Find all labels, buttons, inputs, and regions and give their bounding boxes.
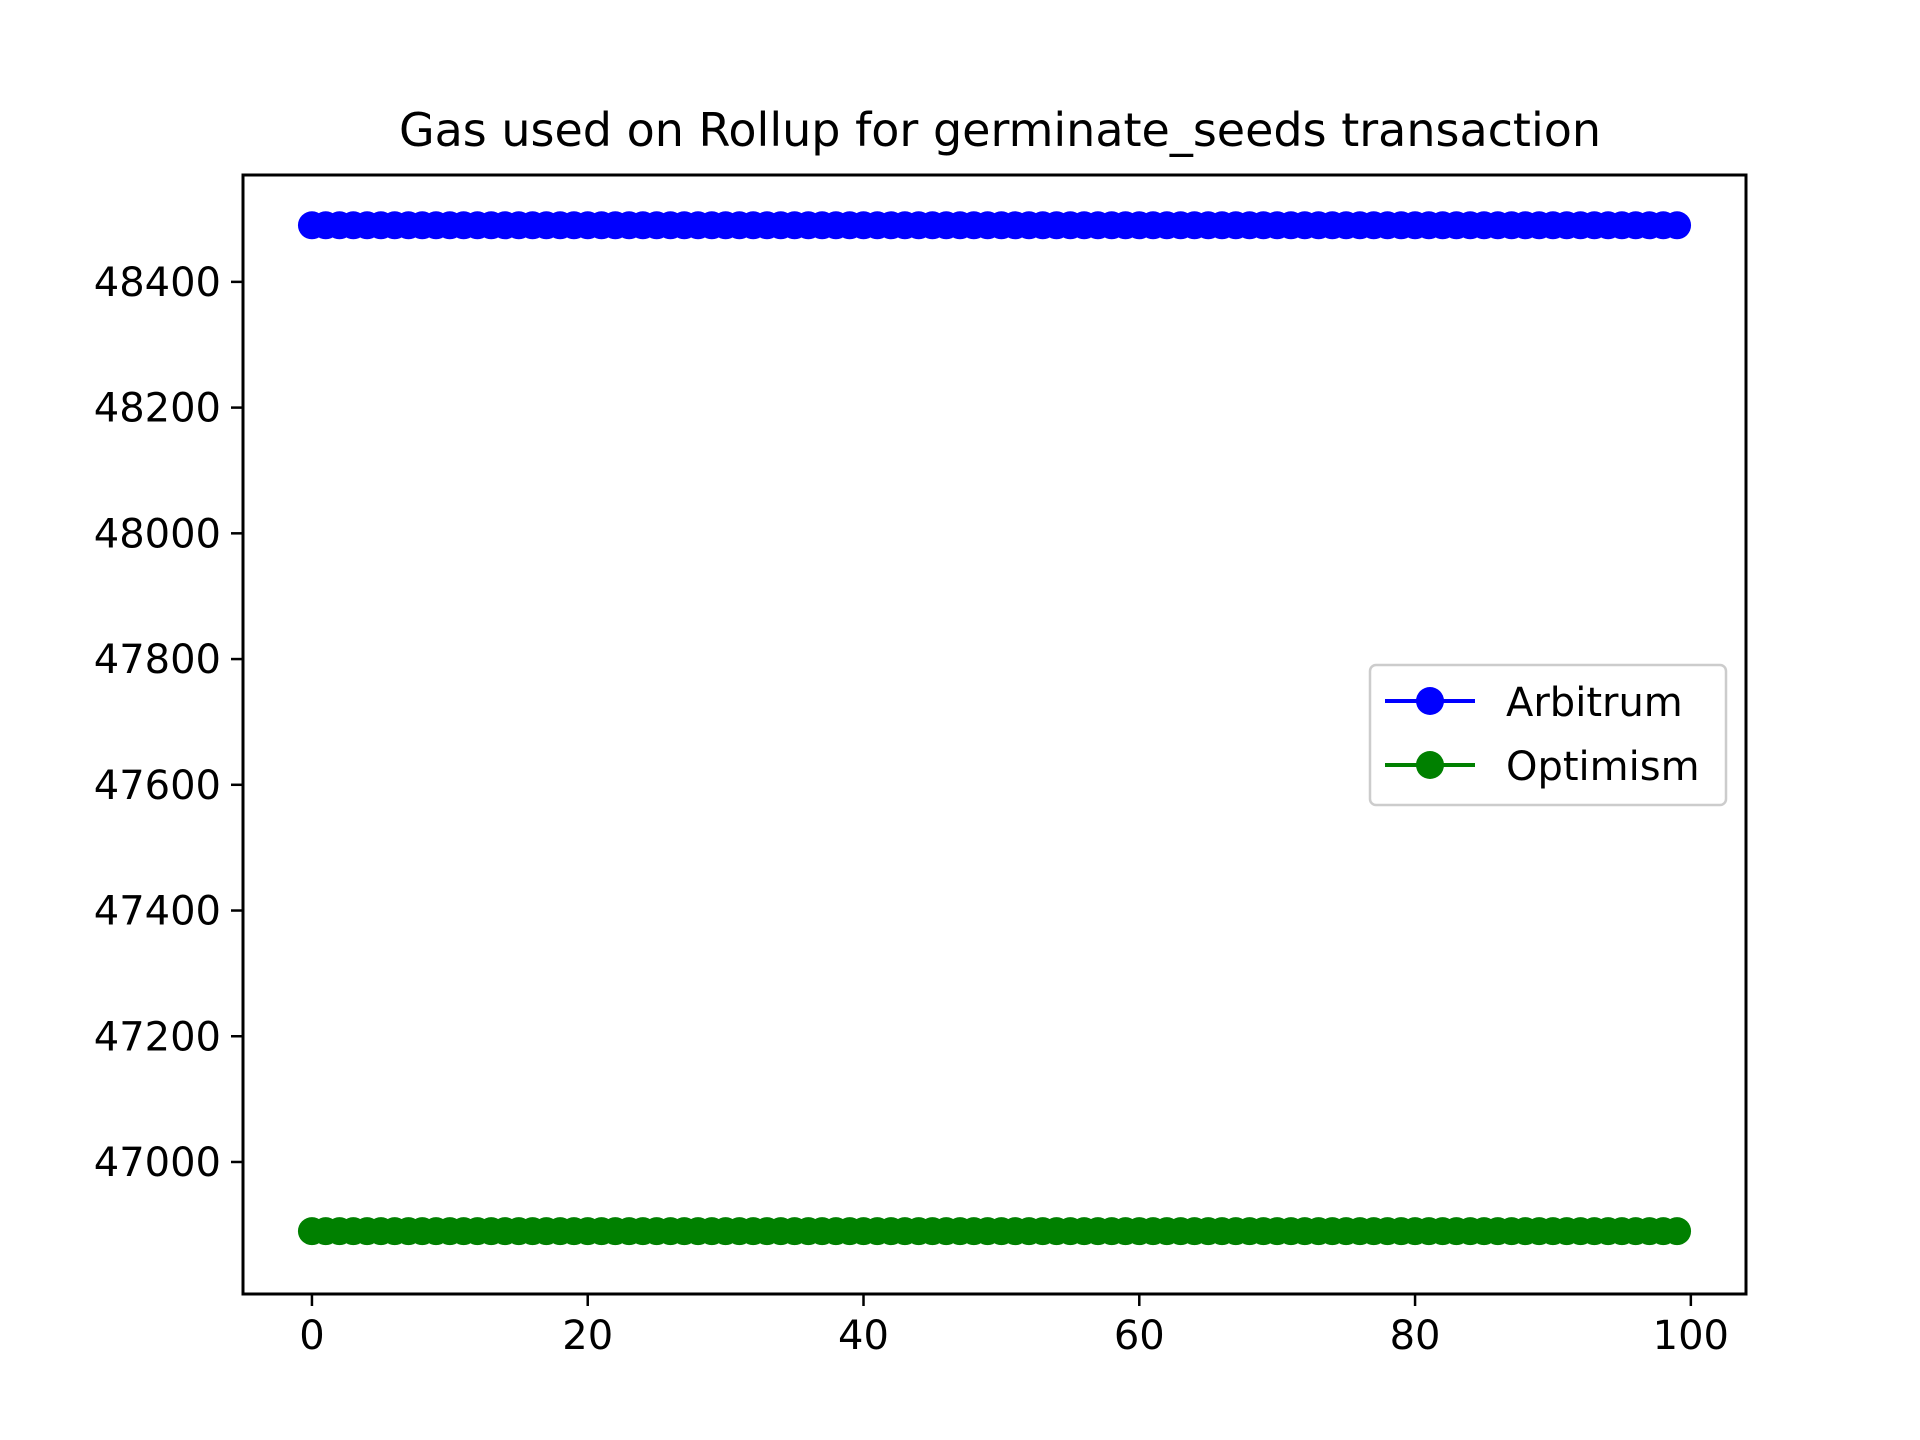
- legend-marker-arbitrum: [1416, 687, 1444, 715]
- series-layer: [297, 211, 1692, 1246]
- y-axis: 47000 47200 47400 47600 47800 48000 48200 48400: [94, 260, 243, 1186]
- x-tick-label: 20: [562, 1313, 613, 1359]
- x-tick-label: 60: [1114, 1313, 1165, 1359]
- x-axis: 0 20 40 60 80 100: [299, 1294, 1729, 1359]
- x-tick-label: 0: [299, 1313, 324, 1359]
- plot-frame: [241, 173, 1748, 1296]
- data-point-arbitrum: [1663, 211, 1692, 240]
- legend-label-optimism: Optimism: [1506, 744, 1700, 790]
- series-arbitrum: [297, 211, 1692, 240]
- y-tick-label: 47200: [94, 1014, 221, 1060]
- data-point-optimism: [1663, 1217, 1692, 1246]
- legend-label-arbitrum: Arbitrum: [1506, 680, 1683, 726]
- y-tick-label: 47600: [94, 763, 221, 809]
- x-tick-label: 80: [1390, 1313, 1441, 1359]
- y-tick-label: 48400: [94, 260, 221, 306]
- y-tick-label: 47400: [94, 889, 221, 935]
- chart-title: Gas used on Rollup for germinate_seeds t…: [399, 103, 1601, 157]
- y-tick-label: 47800: [94, 637, 221, 683]
- series-optimism: [297, 1217, 1692, 1246]
- x-tick-label: 100: [1653, 1313, 1729, 1359]
- legend: Arbitrum Optimism: [1368, 663, 1728, 807]
- x-tick-label: 40: [838, 1313, 889, 1359]
- y-tick-label: 48000: [94, 511, 221, 557]
- y-tick-label: 48200: [94, 386, 221, 432]
- legend-marker-optimism: [1416, 751, 1444, 779]
- y-tick-label: 47000: [94, 1140, 221, 1186]
